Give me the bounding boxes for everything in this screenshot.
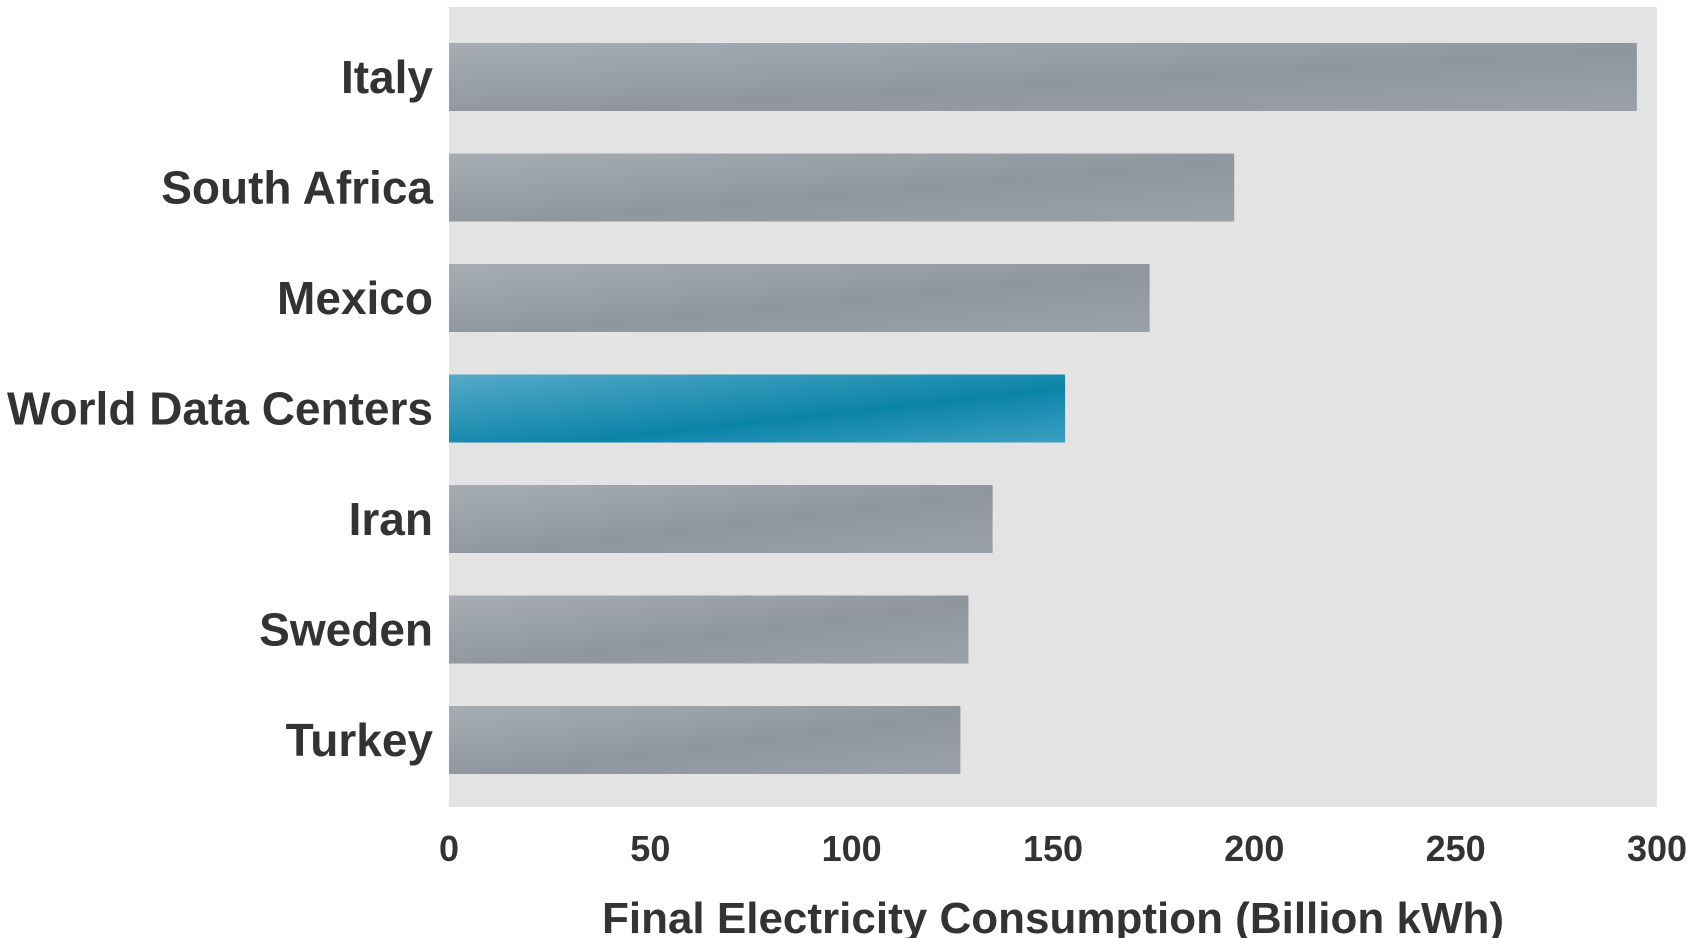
x-tick-label-300: 300 bbox=[1627, 828, 1687, 869]
bar-world-data-centers bbox=[449, 374, 1066, 443]
category-label-italy: Italy bbox=[341, 51, 433, 103]
x-tick-label-150: 150 bbox=[1023, 828, 1083, 869]
bar-iran bbox=[449, 485, 993, 553]
category-label-mexico: Mexico bbox=[277, 272, 433, 324]
category-label-world-data-centers: World Data Centers bbox=[7, 383, 433, 435]
x-tick-label-50: 50 bbox=[630, 828, 670, 869]
x-tick-label-100: 100 bbox=[822, 828, 882, 869]
bar-south-africa bbox=[449, 153, 1235, 222]
x-tick-labels: 0 50 100 150 200 250 300 bbox=[439, 828, 1687, 869]
category-label-iran: Iran bbox=[349, 493, 433, 545]
category-labels: Italy South Africa Mexico World Data Center… bbox=[7, 51, 433, 766]
bar-sweden bbox=[449, 595, 969, 664]
category-label-turkey: Turkey bbox=[286, 714, 434, 766]
x-tick-label-200: 200 bbox=[1224, 828, 1284, 869]
bar-turkey bbox=[449, 706, 961, 774]
x-tick-label-250: 250 bbox=[1426, 828, 1486, 869]
bars-group bbox=[449, 43, 1637, 774]
x-axis-title: Final Electricity Consumption (Billion k… bbox=[602, 894, 1504, 938]
bar-mexico bbox=[449, 264, 1150, 332]
category-label-south-africa: South Africa bbox=[161, 162, 433, 214]
bar-italy bbox=[449, 43, 1637, 111]
category-label-sweden: Sweden bbox=[259, 604, 433, 656]
x-tick-label-0: 0 bbox=[439, 828, 459, 869]
